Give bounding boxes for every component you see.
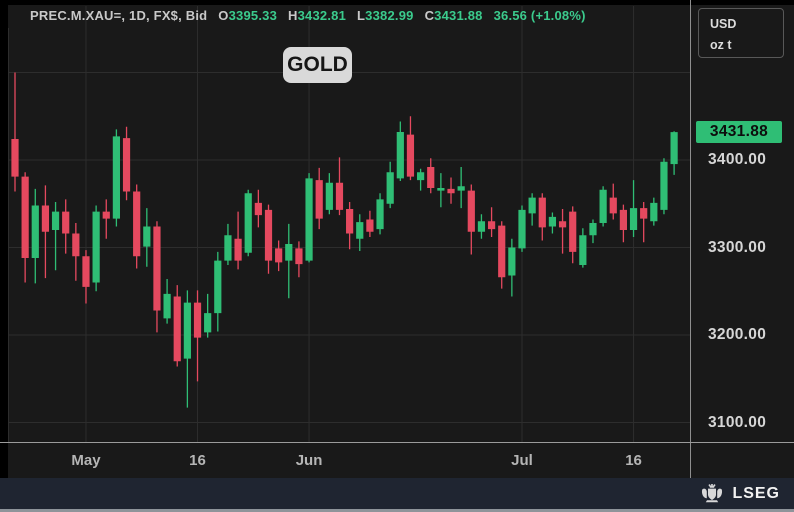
candle-2025-06-26[interactable]	[487, 207, 496, 237]
candle-2025-06-06[interactable]	[346, 202, 354, 250]
candle-2025-07-18[interactable]	[650, 197, 658, 226]
ohlc-c: C3431.88	[424, 8, 483, 23]
lseg-brand: LSEG	[699, 482, 780, 506]
price-tick-label: 3200.00	[708, 326, 767, 343]
last-price-badge: 3431.88	[696, 121, 782, 144]
chart-legend[interactable]: PREC.M.XAU=, 1D, FX$, Bid O3395.33 H3432.8…	[30, 8, 586, 23]
candle-2025-05-19[interactable]	[204, 293, 212, 338]
price-tick-label: 3300.00	[708, 238, 767, 256]
candle-2025-05-01[interactable]	[82, 250, 90, 304]
candle-2025-07-16[interactable]	[629, 180, 638, 237]
candle-2025-07-03[interactable]	[538, 193, 546, 241]
time-axis-separator-line	[0, 442, 794, 443]
candle-2025-06-12[interactable]	[386, 161, 394, 209]
ohlc-values: O3395.33 H3432.81 L3382.99 C3431.88	[207, 8, 482, 23]
gold-annotation-tag[interactable]: GOLD	[283, 47, 352, 83]
candle-2025-07-21[interactable]	[660, 158, 668, 215]
candle-2025-05-30[interactable]	[295, 241, 303, 278]
candle-2025-07-14[interactable]	[609, 183, 617, 220]
ohlc-o: O3395.33	[218, 8, 278, 23]
axis-currency-label: USD	[710, 17, 737, 31]
candle-2025-06-27[interactable]	[498, 221, 506, 289]
candle-2025-05-08[interactable]	[133, 184, 141, 269]
candle-2025-05-28[interactable]	[275, 240, 283, 272]
candle-2025-07-15[interactable]	[619, 204, 627, 243]
candle-2025-06-19[interactable]	[437, 173, 445, 208]
candle-2025-07-17[interactable]	[640, 202, 648, 243]
date-tick-label: Jul	[511, 452, 533, 469]
candle-2025-06-10[interactable]	[366, 210, 374, 237]
candle-2025-06-05[interactable]	[335, 157, 344, 216]
axis-unit-box: USD oz t	[698, 8, 784, 58]
candle-2025-05-29[interactable]	[285, 223, 293, 299]
date-tick-label: Jun	[295, 452, 323, 469]
gold-annotation-label: GOLD	[287, 53, 348, 76]
candle-2025-05-20[interactable]	[214, 251, 222, 332]
price-tick-label: 3100.00	[708, 413, 767, 431]
candle-2025-05-07[interactable]	[122, 126, 131, 201]
date-tick-label: 16	[189, 452, 206, 469]
candle-2025-06-30[interactable]	[508, 238, 516, 297]
candle-2025-07-09[interactable]	[579, 228, 587, 268]
candle-2025-05-27[interactable]	[264, 204, 273, 274]
candle-2025-06-24[interactable]	[467, 184, 475, 255]
candle-2025-07-10[interactable]	[589, 219, 597, 244]
date-tick-label: May	[71, 452, 101, 469]
candle-2025-05-14[interactable]	[173, 285, 181, 367]
ohlc-l: L3382.99	[357, 8, 414, 23]
candle-2025-07-08[interactable]	[569, 206, 577, 264]
date-tick-label: 16	[625, 452, 642, 469]
candle-2025-06-03[interactable]	[315, 167, 323, 230]
candle-2025-05-26[interactable]	[254, 189, 262, 228]
candle-2025-04-23[interactable]	[21, 172, 29, 283]
lseg-brand-text: LSEG	[732, 485, 780, 502]
candle-2025-07-07[interactable]	[558, 209, 567, 254]
candle-2025-05-16[interactable]	[193, 290, 202, 382]
candle-2025-07-01[interactable]	[518, 205, 526, 252]
candle-2025-05-13[interactable]	[163, 279, 171, 324]
candle-2025-05-23[interactable]	[244, 189, 252, 257]
candle-2025-06-13[interactable]	[396, 121, 404, 182]
price-axis-separator-line	[690, 0, 691, 478]
candle-2025-07-11[interactable]	[599, 186, 607, 227]
candle-2025-05-22[interactable]	[234, 211, 242, 270]
footer-bar: LSEG	[0, 478, 794, 509]
candle-2025-04-24[interactable]	[31, 188, 39, 284]
candle-2025-05-09[interactable]	[143, 208, 151, 267]
candle-2025-05-06[interactable]	[112, 129, 120, 227]
axis-unit-label: oz t	[710, 38, 732, 52]
candle-2025-07-04[interactable]	[548, 212, 557, 234]
window-bottom-edge	[0, 509, 794, 512]
candle-2025-06-16[interactable]	[406, 116, 415, 181]
last-price-value: 3431.88	[709, 123, 769, 141]
candle-2025-07-02[interactable]	[528, 193, 536, 226]
candle-2025-04-30[interactable]	[72, 223, 80, 281]
candle-2025-06-09[interactable]	[356, 214, 364, 251]
candle-2025-06-02[interactable]	[305, 173, 313, 263]
candle-2025-04-28[interactable]	[51, 202, 60, 271]
candle-2025-06-25[interactable]	[477, 214, 486, 239]
candle-2025-06-17[interactable]	[417, 168, 425, 191]
candle-2025-05-02[interactable]	[92, 205, 100, 292]
candle-2025-04-22[interactable]	[11, 72, 19, 192]
candle-2025-04-29[interactable]	[62, 199, 70, 254]
candle-2025-05-15[interactable]	[183, 290, 191, 408]
change-value: 36.56 (+1.08%)	[493, 8, 586, 23]
candle-2025-06-18[interactable]	[427, 158, 435, 194]
candle-2025-06-20[interactable]	[447, 177, 455, 204]
candle-2025-04-25[interactable]	[41, 185, 50, 279]
candle-2025-05-21[interactable]	[224, 223, 232, 265]
price-tick-label: 3400.00	[708, 151, 767, 168]
ohlc-h: H3432.81	[288, 8, 347, 23]
instrument-title: PREC.M.XAU=, 1D, FX$, Bid	[30, 8, 208, 23]
lseg-crest-icon	[702, 484, 723, 503]
candle-2025-05-12[interactable]	[153, 221, 161, 333]
candle-2025-07-22[interactable]	[670, 131, 678, 175]
candle-2025-06-11[interactable]	[376, 193, 384, 235]
candle-2025-06-23[interactable]	[457, 167, 465, 209]
candle-2025-06-04[interactable]	[325, 173, 333, 215]
candle-2025-05-05[interactable]	[102, 199, 110, 239]
